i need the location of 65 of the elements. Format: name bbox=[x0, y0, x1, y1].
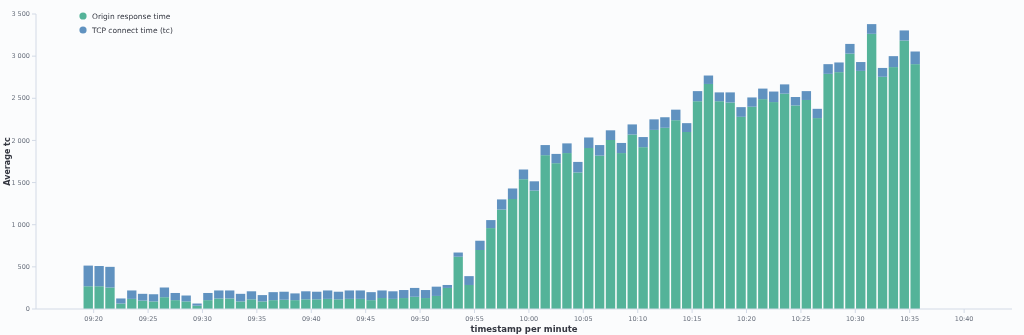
bar bbox=[605, 140, 616, 309]
bar bbox=[518, 179, 529, 309]
bar bbox=[464, 276, 474, 285]
bar bbox=[801, 99, 812, 309]
bar bbox=[703, 75, 714, 84]
bar bbox=[703, 83, 714, 309]
bar bbox=[801, 91, 812, 100]
bar bbox=[409, 287, 420, 297]
bar bbox=[790, 97, 801, 106]
bar bbox=[507, 188, 518, 200]
bar bbox=[616, 142, 627, 154]
bar bbox=[453, 252, 463, 257]
bar bbox=[159, 287, 170, 298]
bar bbox=[899, 30, 909, 41]
bar bbox=[594, 155, 605, 309]
bar bbox=[605, 130, 616, 141]
bar bbox=[344, 290, 355, 299]
bar bbox=[322, 290, 333, 299]
bar bbox=[877, 76, 888, 309]
bar bbox=[779, 84, 790, 94]
bar bbox=[627, 124, 637, 135]
bar bbox=[877, 67, 888, 77]
bar bbox=[692, 101, 703, 309]
bar bbox=[246, 291, 257, 300]
bar bbox=[486, 220, 496, 229]
bar bbox=[496, 209, 507, 309]
bar bbox=[888, 56, 899, 68]
bar bbox=[866, 33, 877, 309]
bar bbox=[790, 105, 801, 309]
bar bbox=[888, 67, 899, 309]
bar bbox=[573, 161, 583, 173]
bar bbox=[529, 190, 539, 309]
bar bbox=[518, 169, 529, 180]
bar bbox=[856, 62, 866, 71]
bar bbox=[496, 199, 507, 210]
bar bbox=[866, 24, 877, 34]
bar bbox=[529, 181, 539, 191]
bar bbox=[769, 102, 779, 309]
bar bbox=[507, 199, 518, 309]
bar bbox=[562, 143, 572, 154]
x-axis-title: timestamp per minute bbox=[470, 324, 578, 334]
bar bbox=[845, 43, 855, 54]
bar bbox=[148, 294, 159, 302]
bar bbox=[769, 91, 779, 103]
bar bbox=[584, 137, 594, 149]
bar bbox=[442, 284, 452, 288]
bar bbox=[159, 297, 170, 309]
bar bbox=[682, 132, 692, 309]
y-axis-title: Average tc bbox=[3, 137, 12, 186]
bar bbox=[736, 107, 746, 117]
bar bbox=[225, 298, 235, 309]
bar bbox=[692, 91, 703, 102]
bar bbox=[475, 240, 485, 250]
bar bbox=[431, 286, 442, 296]
bar bbox=[442, 287, 452, 309]
bar bbox=[616, 153, 627, 309]
bar bbox=[638, 137, 648, 148]
bar bbox=[137, 293, 148, 301]
bar bbox=[779, 93, 790, 309]
bar bbox=[420, 290, 431, 299]
bar bbox=[812, 108, 822, 119]
bar bbox=[594, 145, 605, 156]
bar bbox=[910, 51, 920, 65]
bar bbox=[682, 123, 692, 132]
bar bbox=[225, 290, 235, 299]
